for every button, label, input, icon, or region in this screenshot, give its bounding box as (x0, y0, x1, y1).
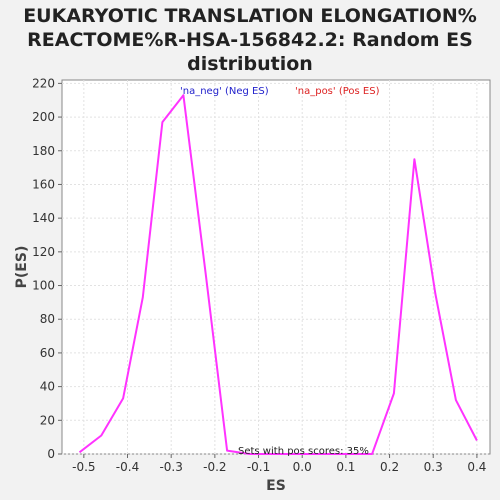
y-tick-label: 160 (32, 177, 55, 191)
x-tick-label: 0.2 (380, 460, 399, 474)
chart-title: EUKARYOTIC TRANSLATION ELONGATION% REACT… (0, 4, 500, 76)
y-axis: 0 20 40 60 80 100 120 140 160 180 200 220 (32, 76, 62, 461)
y-tick-label: 40 (40, 380, 55, 394)
x-tick-label: -0.3 (159, 460, 182, 474)
x-tick-label: -0.1 (247, 460, 270, 474)
y-tick-label: 180 (32, 144, 55, 158)
plot-area (61, 79, 491, 455)
x-tick-label: 0.1 (336, 460, 355, 474)
series-line (78, 94, 478, 455)
y-tick-label: 140 (32, 211, 55, 225)
chart-title-line-2: REACTOME%R-HSA-156842.2: Random ES (27, 29, 473, 51)
y-axis-label: P(ES) (14, 246, 30, 289)
legend-entry-neg: 'na_neg' (Neg ES) (180, 86, 269, 97)
y-tick-label: 100 (32, 279, 55, 293)
y-tick-label: 200 (32, 110, 55, 124)
x-axis-label: ES (266, 478, 286, 494)
x-tick-label: -0.5 (72, 460, 95, 474)
y-tick-label: 80 (40, 312, 55, 326)
chart-title-line-1: EUKARYOTIC TRANSLATION ELONGATION% (23, 5, 477, 27)
x-tick-label: -0.2 (203, 460, 226, 474)
x-axis: -0.5 -0.4 -0.3 -0.2 -0.1 0.0 0.1 0.2 0.3 0.4 (72, 454, 486, 474)
y-tick-label: 0 (47, 447, 55, 461)
series (78, 94, 478, 455)
legend-entry-pos: 'na_pos' (Pos ES) (295, 86, 380, 97)
y-tick-label: 60 (40, 346, 55, 360)
legend: 'na_neg' (Neg ES) 'na_pos' (Pos ES) (180, 86, 380, 97)
y-tick-label: 220 (32, 76, 55, 90)
x-tick-label: 0.4 (467, 460, 486, 474)
chart-title-line-3: distribution (187, 53, 313, 75)
x-tick-label: -0.4 (116, 460, 139, 474)
y-tick-label: 20 (40, 413, 55, 427)
y-tick-label: 120 (32, 245, 55, 259)
pos-scores-annotation: Sets with pos scores: 35% (238, 446, 369, 457)
x-tick-label: 0.0 (293, 460, 312, 474)
x-tick-label: 0.3 (424, 460, 443, 474)
